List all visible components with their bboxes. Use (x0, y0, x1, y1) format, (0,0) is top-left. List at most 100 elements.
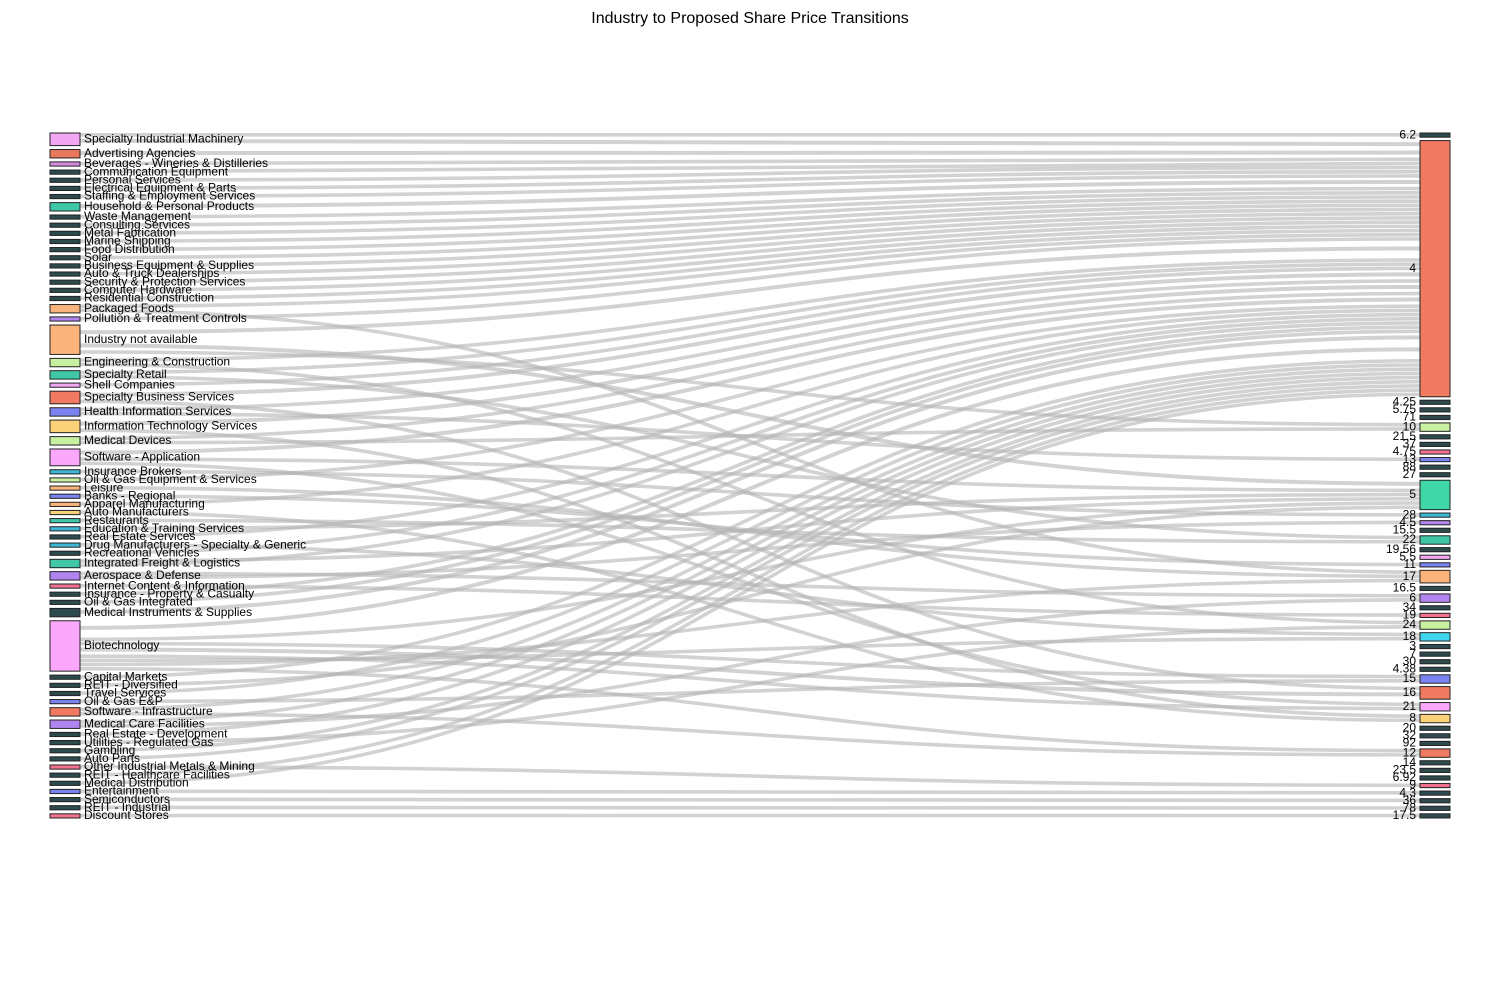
target-node-5[interactable] (1419, 479, 1451, 511)
source-node-personal-services[interactable] (49, 177, 81, 183)
source-node-apparel-manufacturing[interactable] (49, 501, 81, 507)
source-node-software-infrastructure[interactable] (49, 707, 81, 717)
source-node-waste-management[interactable] (49, 214, 81, 220)
target-node-5-75[interactable] (1419, 407, 1451, 413)
source-node-entertainment[interactable] (49, 788, 81, 795)
source-node-health-information-services[interactable] (49, 407, 81, 417)
source-node-leisure[interactable] (49, 485, 81, 491)
source-node-internet-content-information[interactable] (49, 583, 81, 589)
target-node-24[interactable] (1419, 620, 1451, 630)
target-node-71[interactable] (1419, 414, 1451, 421)
source-node-marine-shipping[interactable] (49, 238, 81, 245)
source-node-medical-instruments-supplies[interactable] (49, 607, 81, 618)
source-node-communication-equipment[interactable] (49, 169, 81, 175)
target-node-15-5[interactable] (1419, 527, 1451, 533)
source-node-travel-services[interactable] (49, 690, 81, 697)
target-node-17[interactable] (1419, 569, 1451, 584)
target-node-20[interactable] (1419, 725, 1451, 731)
source-node-consulting-services[interactable] (49, 222, 81, 228)
target-node-34[interactable] (1419, 605, 1451, 611)
source-node-advertising-agencies[interactable] (49, 149, 81, 159)
target-node-10[interactable] (1419, 422, 1451, 432)
target-node-5-5[interactable] (1419, 554, 1451, 560)
source-node-specialty-industrial-machinery[interactable] (49, 132, 81, 147)
target-node-23-5[interactable] (1419, 767, 1451, 773)
target-node-4[interactable] (1419, 140, 1451, 398)
target-node-11[interactable] (1419, 562, 1451, 568)
source-node-reit-healthcare-facilities[interactable] (49, 772, 81, 778)
target-node-22[interactable] (1419, 535, 1451, 545)
target-node-6-92[interactable] (1419, 775, 1451, 781)
target-node-9[interactable] (1419, 782, 1451, 789)
source-node-insurance-brokers[interactable] (49, 469, 81, 475)
target-node-6[interactable] (1419, 593, 1451, 603)
source-node-business-equipment-supplies[interactable] (49, 263, 81, 269)
source-node-reit-industrial[interactable] (49, 805, 81, 811)
source-node-engineering-construction[interactable] (49, 357, 81, 368)
source-node-shell-companies[interactable] (49, 382, 81, 388)
source-node-staffing-employment-services[interactable] (49, 193, 81, 200)
source-node-semiconductors[interactable] (49, 797, 81, 803)
source-node-banks-regional[interactable] (49, 493, 81, 499)
target-node-13[interactable] (1419, 456, 1451, 463)
source-node-real-estate-services[interactable] (49, 534, 81, 540)
source-node-drug-manufacturers-specialty-generic[interactable] (49, 542, 81, 548)
target-node-14[interactable] (1419, 760, 1451, 766)
target-node-12[interactable] (1419, 748, 1451, 758)
target-node-21[interactable] (1419, 702, 1451, 712)
target-node-21-5[interactable] (1419, 434, 1451, 440)
source-node-oil-gas-equipment-services[interactable] (49, 477, 81, 483)
source-node-education-training-services[interactable] (49, 526, 81, 532)
source-node-capital-markets[interactable] (49, 674, 81, 680)
source-node-food-distribution[interactable] (49, 247, 81, 253)
source-node-security-protection-services[interactable] (49, 279, 81, 285)
source-node-computer-hardware[interactable] (49, 287, 81, 293)
source-node-solar[interactable] (49, 255, 81, 261)
source-node-discount-stores[interactable] (49, 813, 81, 819)
target-node-36[interactable] (1419, 798, 1451, 804)
source-node-oil-gas-integrated[interactable] (49, 599, 81, 605)
source-node-integrated-freight-logistics[interactable] (49, 558, 81, 569)
source-node-biotechnology[interactable] (49, 620, 81, 672)
source-node-insurance-property-casualty[interactable] (49, 591, 81, 597)
target-node-16[interactable] (1419, 686, 1451, 700)
source-node-recreational-vehicles[interactable] (49, 550, 81, 556)
source-node-restaurants[interactable] (49, 518, 81, 524)
target-node-7[interactable] (1419, 651, 1451, 657)
source-node-utilities-regulated-gas[interactable] (49, 740, 81, 746)
source-node-packaged-foods[interactable] (49, 304, 81, 314)
source-node-auto-parts[interactable] (49, 756, 81, 762)
target-node-92[interactable] (1419, 740, 1451, 747)
source-node-medical-devices[interactable] (49, 436, 81, 446)
target-node-15[interactable] (1419, 674, 1451, 684)
source-node-industry-not-available[interactable] (49, 324, 81, 355)
target-node-4-38[interactable] (1419, 666, 1451, 672)
target-node-6-2[interactable] (1419, 132, 1451, 138)
target-node-32[interactable] (1419, 733, 1451, 739)
source-node-specialty-business-services[interactable] (49, 390, 81, 405)
source-node-specialty-retail[interactable] (49, 370, 81, 380)
target-node-19[interactable] (1419, 612, 1451, 618)
target-node-37[interactable] (1419, 441, 1451, 448)
target-node-27[interactable] (1419, 472, 1451, 478)
source-node-metal-fabrication[interactable] (49, 230, 81, 236)
target-node-16-5[interactable] (1419, 585, 1451, 592)
source-node-beverages-wineries-distilleries[interactable] (49, 161, 81, 167)
source-node-real-estate-development[interactable] (49, 731, 81, 738)
target-node-4-5[interactable] (1419, 520, 1451, 526)
source-node-reit-diversified[interactable] (49, 682, 81, 688)
target-node-3[interactable] (1419, 643, 1451, 650)
source-node-auto-manufacturers[interactable] (49, 509, 81, 516)
target-node-4-25[interactable] (1419, 399, 1451, 405)
target-node-30[interactable] (1419, 659, 1451, 665)
source-node-residential-construction[interactable] (49, 295, 81, 302)
source-node-other-industrial-metals-mining[interactable] (49, 764, 81, 770)
target-node-17-5[interactable] (1419, 813, 1451, 819)
target-node-28[interactable] (1419, 512, 1451, 518)
target-node-19-56[interactable] (1419, 547, 1451, 553)
source-node-oil-gas-e-p[interactable] (49, 699, 81, 705)
source-node-pollution-treatment-controls[interactable] (49, 316, 81, 322)
target-node-88[interactable] (1419, 464, 1451, 470)
target-node-78[interactable] (1419, 805, 1451, 811)
source-node-medical-distribution[interactable] (49, 780, 81, 786)
